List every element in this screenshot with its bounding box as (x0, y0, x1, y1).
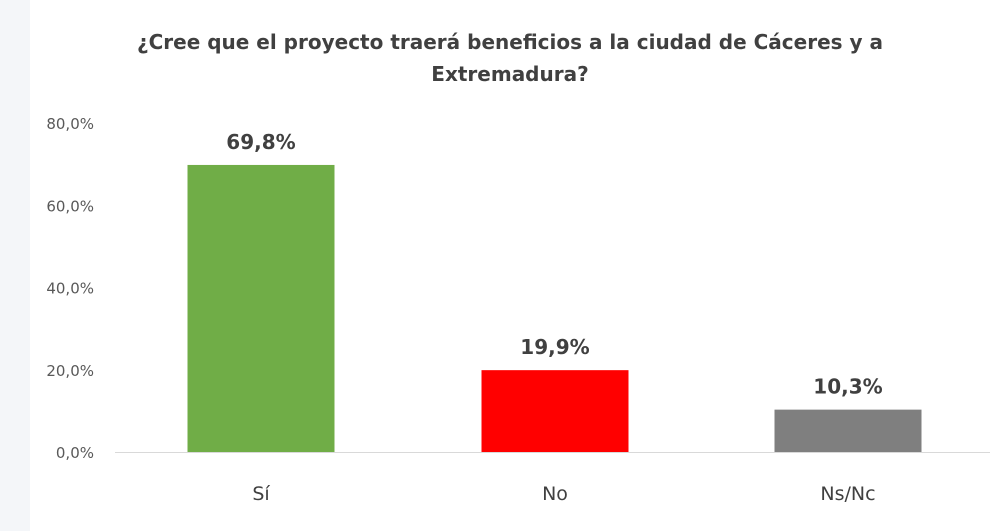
y-tick-label: 20,0% (46, 362, 94, 380)
data-label: 69,8% (226, 130, 295, 154)
bar-0 (187, 164, 335, 452)
y-tick-label: 0,0% (56, 444, 94, 462)
bar-2 (774, 409, 922, 452)
x-tick-label: Ns/Nc (820, 483, 875, 505)
left-margin-strip (0, 0, 30, 531)
y-tick-label: 40,0% (46, 280, 94, 298)
chart-title: ¿Cree que el proyecto traerá beneficios … (136, 30, 883, 86)
data-label: 19,9% (520, 335, 589, 359)
x-tick-label: No (542, 483, 568, 505)
data-label: 10,3% (813, 375, 882, 399)
y-tick-label: 60,0% (46, 197, 94, 215)
bar-1 (481, 370, 629, 452)
y-tick-label: 80,0% (46, 115, 94, 133)
x-tick-label: Sí (252, 483, 270, 505)
